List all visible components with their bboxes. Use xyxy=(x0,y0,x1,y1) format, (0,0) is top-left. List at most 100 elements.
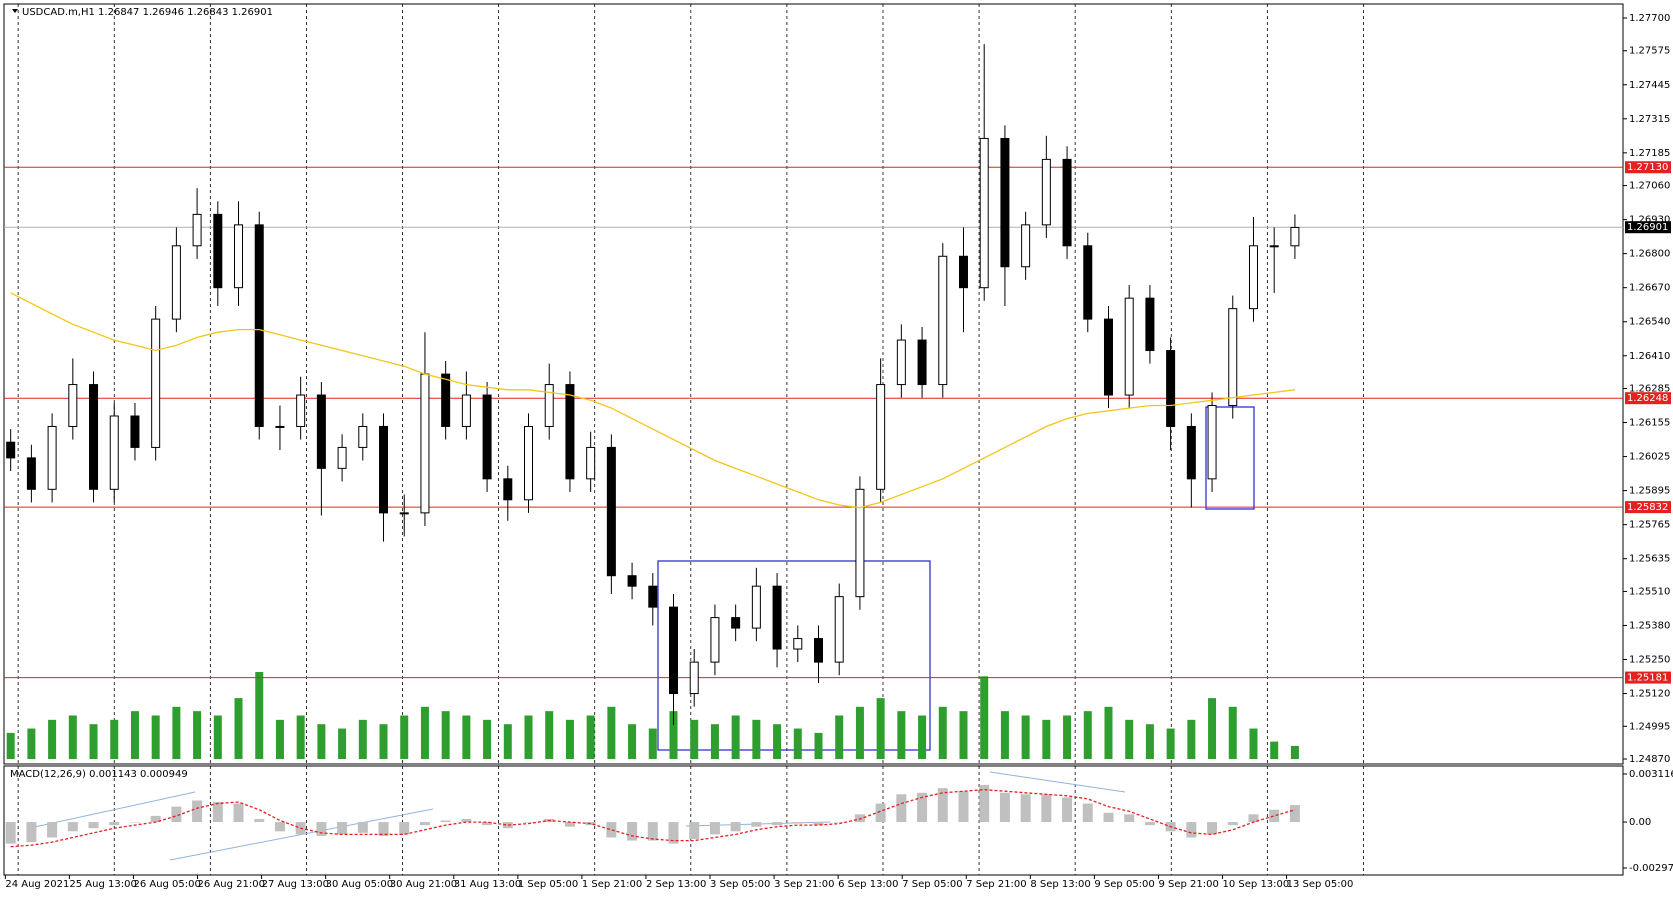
candle-body xyxy=(1103,318,1113,396)
volume-bar xyxy=(462,715,471,759)
macd-bar xyxy=(709,822,720,835)
candle-body xyxy=(171,245,181,320)
macd-bar xyxy=(689,822,700,840)
macd-bar xyxy=(751,822,762,827)
candle-body xyxy=(6,441,16,459)
y-tick-label: 1.27185 xyxy=(1629,148,1670,159)
x-tick-label: 30 Aug 05:00 xyxy=(326,879,393,890)
volume-bar xyxy=(669,711,678,759)
macd-bar xyxy=(792,822,803,824)
candle-body xyxy=(337,446,347,469)
y-tick-label: 1.26410 xyxy=(1629,351,1670,362)
macd-bar xyxy=(772,822,783,826)
macd-bar xyxy=(357,822,368,833)
header: USDCAD.m,H1 1.26847 1.26946 1.26843 1.26… xyxy=(22,7,273,18)
macd-title: MACD(12,26,9) 0.001143 0.000949 xyxy=(10,769,188,780)
candle-body xyxy=(876,384,886,490)
macd-bar xyxy=(606,822,617,838)
x-tick-label: 3 Sep 05:00 xyxy=(710,879,770,890)
macd-bar xyxy=(1020,794,1031,823)
volume-bar xyxy=(648,728,657,759)
candle-body xyxy=(68,384,78,427)
candle-body xyxy=(896,339,906,386)
macd-bar xyxy=(440,820,451,823)
macd-bar xyxy=(958,791,969,823)
volume-bar xyxy=(6,732,15,759)
candle-body xyxy=(1062,158,1072,247)
y-tick-label: 1.27575 xyxy=(1629,46,1670,57)
x-tick-label: 26 Aug 05:00 xyxy=(133,879,200,890)
volume-bar xyxy=(400,715,409,759)
candle-body xyxy=(917,339,927,386)
macd-bar xyxy=(88,822,99,829)
y-tick-label: 1.26800 xyxy=(1629,249,1670,260)
macd-frame xyxy=(3,765,1624,876)
y-tick-label: 1.25895 xyxy=(1629,486,1670,497)
macd-signal xyxy=(10,789,1296,848)
level-label: 1.25832 xyxy=(1627,502,1668,513)
macd-bar xyxy=(67,822,78,832)
candle-body xyxy=(565,384,575,480)
candle-body xyxy=(813,638,823,663)
volume-bar xyxy=(338,728,347,759)
volume-bar xyxy=(358,719,367,759)
candle-body xyxy=(441,373,451,427)
volume-bar xyxy=(503,724,512,759)
macd-bar xyxy=(627,822,638,841)
macd-bar xyxy=(150,815,161,823)
macd-bar xyxy=(26,822,37,843)
x-tick-label: 13 Sep 05:00 xyxy=(1287,879,1354,890)
volume-bar xyxy=(110,719,119,759)
volume-bar xyxy=(959,711,968,759)
candle-body xyxy=(1021,224,1031,268)
candle-body xyxy=(316,394,326,469)
candle-body xyxy=(1083,245,1093,320)
y-tick-label: 1.25120 xyxy=(1629,689,1670,700)
x-tick-label: 8 Sep 13:00 xyxy=(1030,879,1090,890)
candle-body xyxy=(275,425,285,428)
current-price-label: 1.26901 xyxy=(1627,222,1668,233)
candle-body xyxy=(586,446,596,480)
candle-body xyxy=(772,585,782,650)
candle-body xyxy=(47,425,57,490)
y-tick-label: 1.25765 xyxy=(1629,520,1670,531)
candle-body xyxy=(1124,297,1134,396)
volume-bar xyxy=(565,719,574,759)
menu-arrow xyxy=(12,9,18,13)
macd-bar xyxy=(1103,812,1114,823)
candle-body xyxy=(648,585,658,608)
level-tag xyxy=(1625,671,1671,684)
volume-bar xyxy=(1125,719,1134,759)
candle-body xyxy=(109,415,119,490)
y-tick-label: 1.27700 xyxy=(1629,13,1670,24)
volume-bar xyxy=(275,719,284,759)
y-tick-label: 1.27315 xyxy=(1629,114,1670,125)
volume-bar xyxy=(151,715,160,759)
macd-bar xyxy=(1289,805,1300,823)
volume-bar xyxy=(1270,741,1279,759)
macd-bar xyxy=(1186,822,1197,838)
volume-bar xyxy=(1249,728,1258,759)
level-label: 1.27130 xyxy=(1627,162,1668,173)
candle-body xyxy=(130,415,140,448)
level-tag xyxy=(1625,392,1671,405)
macd-bar xyxy=(254,818,265,823)
candle-body xyxy=(151,318,161,448)
volume-bar xyxy=(1228,706,1237,759)
volume-bar xyxy=(545,711,554,759)
level-label: 1.25181 xyxy=(1627,673,1668,684)
macd-bar xyxy=(502,822,513,829)
candle-body xyxy=(1269,245,1279,248)
x-tick-label: 30 Aug 21:00 xyxy=(390,879,457,890)
volume-bar xyxy=(980,676,989,759)
candle-body xyxy=(254,224,264,427)
macd-bar xyxy=(813,822,824,826)
y-tick-label: 1.26155 xyxy=(1629,418,1670,429)
y-tick-label: 1.26025 xyxy=(1629,452,1670,463)
candle-body xyxy=(689,661,699,695)
macd-bar xyxy=(647,822,658,841)
volume-bar xyxy=(213,715,222,759)
volume-bar xyxy=(690,719,699,759)
macd-bar xyxy=(1062,797,1073,823)
